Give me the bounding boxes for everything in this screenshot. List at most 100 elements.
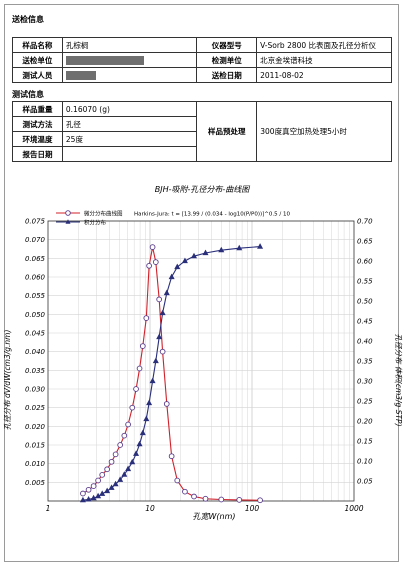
tester-value — [61, 67, 198, 83]
send-info-heading: 送检信息 — [12, 15, 44, 24]
y-left-tick-label: 0.065 — [25, 255, 46, 263]
data-point-circle — [191, 493, 197, 500]
data-point-circle — [104, 466, 110, 473]
data-point-circle — [139, 343, 146, 349]
data-point-triangle — [163, 289, 170, 296]
data-point-triangle — [129, 458, 136, 465]
data-point-circle — [125, 421, 131, 428]
x-axis-label: 孔宽W(nm) — [192, 512, 235, 521]
y-left-tick-label: 0.055 — [25, 292, 46, 300]
sample-name-label: 样品名称 — [12, 37, 63, 53]
send-info-table: 样品名称 孔棕榈 仪器型号 V-Sorb 2800 比表面及孔径分析仪 送检单位… — [12, 37, 392, 83]
data-point-circle — [236, 497, 243, 503]
data-point-circle — [143, 315, 150, 321]
x-tick-label: 1 — [46, 504, 51, 513]
data-point-triangle — [218, 246, 225, 253]
y-left-tick-label: 0.060 — [25, 274, 46, 282]
report-frame — [4, 4, 399, 562]
data-point-circle — [163, 401, 170, 407]
data-point-triangle — [99, 490, 106, 496]
chart-title: BJH-吸附-孔径分布-曲线图 — [155, 185, 251, 194]
pretreat-label: 样品预处理 — [196, 101, 258, 162]
data-point-circle — [146, 262, 152, 269]
data-point-triangle — [85, 495, 92, 502]
y-left-tick-label: 0.045 — [25, 330, 46, 338]
x-tick-label: 100 — [245, 504, 260, 513]
data-point-triangle — [174, 263, 181, 270]
y-axis-right-label: 孔径分布 体积(cm3/g STP) — [394, 334, 403, 427]
data-point-triangle — [90, 494, 97, 501]
plot-frame — [47, 220, 355, 502]
y-right-tick-label: 0.60 — [357, 258, 373, 266]
send-date-label: 送检日期 — [196, 67, 258, 83]
data-point-triangle — [159, 309, 166, 316]
y-right-tick-label: 0.45 — [357, 318, 373, 326]
data-point-triangle — [79, 496, 86, 503]
report-date-label: 报告日期 — [12, 146, 63, 162]
y-axis-left-label: 孔径分布 dV/dW(cm3/g.nm) — [3, 330, 12, 431]
data-point-triangle — [236, 244, 243, 251]
y-left-tick-label: 0.020 — [25, 423, 46, 431]
data-point-triangle — [181, 257, 188, 264]
data-point-circle — [121, 432, 128, 439]
y-right-tick-label: 0.05 — [357, 478, 373, 486]
y-right-tick-label: 0.50 — [357, 298, 373, 306]
y-left-tick-label: 0.035 — [25, 367, 46, 375]
data-point-triangle — [168, 273, 175, 280]
data-point-triangle — [117, 476, 124, 482]
plot-area: 0.005 0.010 0.015 0.020 0.025 0.030 0.035 0.040… — [25, 210, 373, 514]
y-left-tick-label: 0.030 — [25, 386, 46, 394]
data-point-circle — [257, 497, 263, 504]
y-left-tick-label: 0.005 — [25, 479, 46, 487]
y-left-tick-label: 0.015 — [25, 442, 46, 450]
y-left-tick-label: 0.040 — [25, 348, 46, 356]
data-point-circle — [133, 386, 139, 392]
data-point-triangle — [149, 377, 156, 384]
y-right-tick-label: 0.40 — [357, 338, 373, 346]
pretreat-value: 300度真空加热处理5小时 — [256, 101, 392, 162]
weight-value: 0.16070 (g) — [61, 101, 198, 117]
y-right-tick-label: 0.70 — [357, 218, 373, 226]
data-point-triangle — [108, 484, 115, 490]
y-right-tick-label: 0.20 — [357, 418, 373, 426]
legend-marker-triangle — [65, 219, 71, 224]
data-point-circle — [152, 259, 159, 265]
test-info-table: 样品重量 0.16070 (g) 样品预处理 300度真空加热处理5小时 测试方… — [12, 101, 392, 162]
data-point-circle — [129, 404, 136, 411]
send-date-value: 2011-08-02 — [256, 67, 392, 83]
tester-label: 测试人员 — [12, 67, 63, 83]
data-point-circle — [182, 488, 188, 495]
data-point-triangle — [156, 333, 163, 340]
data-point-triangle — [139, 429, 146, 436]
y-left-tick-label: 0.010 — [25, 460, 46, 468]
method-label: 测试方法 — [12, 116, 63, 132]
legend-marker-circle — [65, 210, 71, 216]
redacted-block — [65, 70, 96, 80]
y-left-tick-label: 0.050 — [25, 311, 46, 319]
data-point-circle — [90, 483, 97, 489]
data-point-triangle — [143, 415, 150, 422]
data-point-triangle — [104, 487, 111, 494]
data-point-triangle — [202, 249, 209, 256]
data-point-triangle — [125, 465, 132, 472]
data-point-circle — [218, 496, 225, 503]
data-point-circle — [156, 296, 163, 303]
data-point-circle — [174, 477, 181, 484]
temp-value: 25度 — [61, 131, 198, 147]
data-point-circle — [159, 348, 166, 355]
x-tick-label: 1000 — [344, 504, 363, 513]
redacted-block — [65, 55, 144, 65]
x-tick-label: 10 — [145, 504, 155, 513]
y-left-tick-label: 0.025 — [25, 404, 46, 412]
data-point-circle — [117, 442, 124, 448]
data-point-triangle — [257, 243, 264, 249]
test-info-heading: 测试信息 — [12, 90, 44, 99]
instrument-value: V-Sorb 2800 比表面及孔径分析仪 — [256, 37, 392, 53]
y-right-tick-label: 0.35 — [357, 358, 373, 366]
y-right-tick-label: 0.30 — [357, 378, 373, 386]
data-point-circle — [95, 477, 101, 484]
legend-note: Harkins-Jura: t = [13.99 / (0.034 - log1… — [134, 212, 290, 218]
sample-name-value: 孔棕榈 — [61, 37, 198, 53]
instrument-label: 仪器型号 — [196, 37, 258, 53]
data-point-circle — [85, 486, 92, 493]
